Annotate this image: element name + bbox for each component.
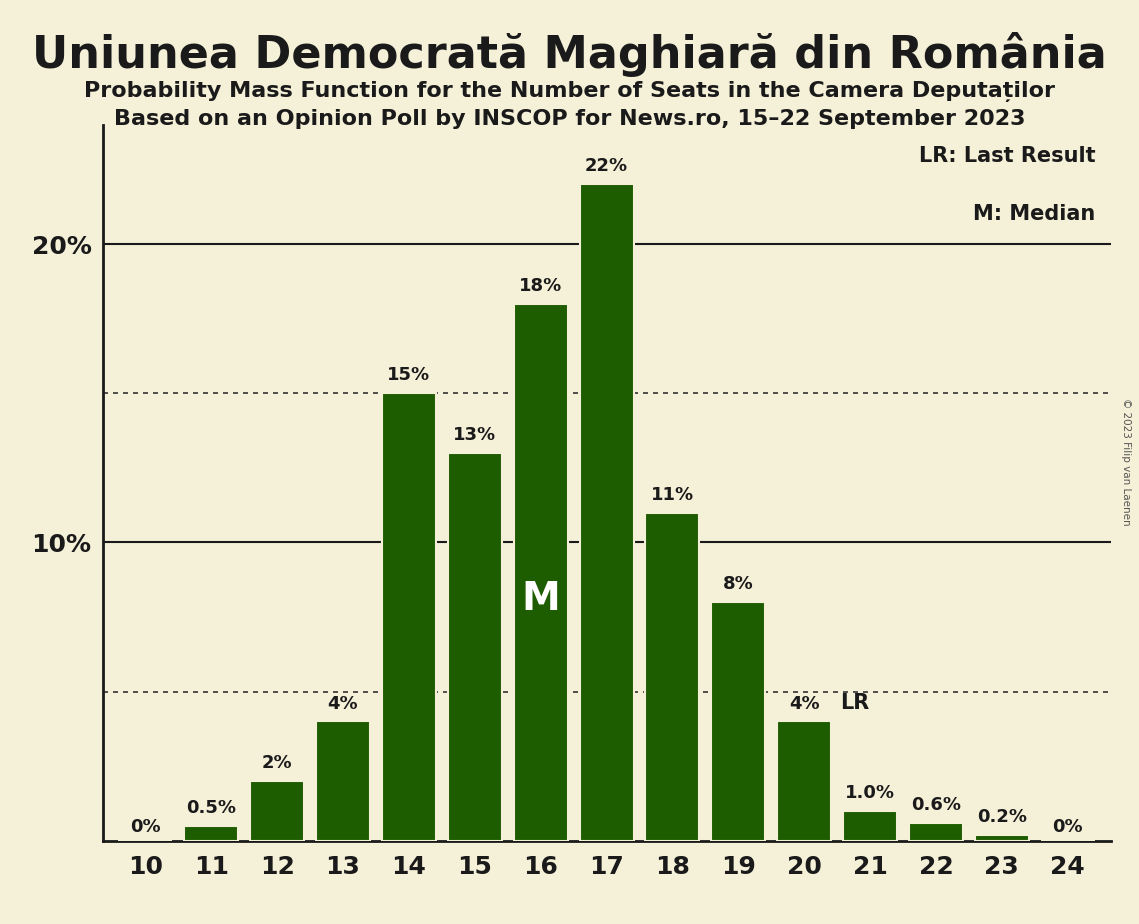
Text: 0%: 0% (1052, 819, 1083, 836)
Bar (711, 602, 765, 841)
Bar (316, 722, 370, 841)
Bar (382, 394, 436, 841)
Text: © 2023 Filip van Laenen: © 2023 Filip van Laenen (1121, 398, 1131, 526)
Bar (843, 811, 898, 841)
Text: LR: Last Result: LR: Last Result (919, 146, 1096, 166)
Text: 0.5%: 0.5% (186, 799, 236, 817)
Text: 0.2%: 0.2% (977, 808, 1027, 826)
Text: 1.0%: 1.0% (845, 784, 895, 802)
Text: 4%: 4% (789, 695, 819, 712)
Bar (777, 722, 831, 841)
Text: M: M (522, 580, 560, 618)
Text: M: Median: M: Median (973, 203, 1096, 224)
Text: LR: LR (841, 693, 870, 712)
Text: Probability Mass Function for the Number of Seats in the Camera Deputaților: Probability Mass Function for the Number… (84, 81, 1055, 103)
Bar (646, 513, 699, 841)
Text: 22%: 22% (585, 157, 628, 176)
Text: 0.6%: 0.6% (911, 796, 961, 814)
Bar (251, 781, 304, 841)
Bar (514, 304, 567, 841)
Text: Based on an Opinion Poll by INSCOP for News.ro, 15–22 September 2023: Based on an Opinion Poll by INSCOP for N… (114, 109, 1025, 129)
Bar (185, 826, 238, 841)
Bar (975, 835, 1029, 841)
Text: 11%: 11% (650, 486, 694, 504)
Text: 0%: 0% (130, 819, 161, 836)
Text: 15%: 15% (387, 366, 431, 384)
Text: 4%: 4% (328, 695, 359, 712)
Text: 2%: 2% (262, 754, 293, 772)
Bar (448, 453, 502, 841)
Text: 18%: 18% (519, 277, 563, 295)
Text: 8%: 8% (723, 575, 754, 593)
Text: 13%: 13% (453, 426, 497, 444)
Text: Uniunea Democrată Maghiară din România: Uniunea Democrată Maghiară din România (32, 32, 1107, 78)
Bar (909, 823, 962, 841)
Bar (580, 185, 633, 841)
